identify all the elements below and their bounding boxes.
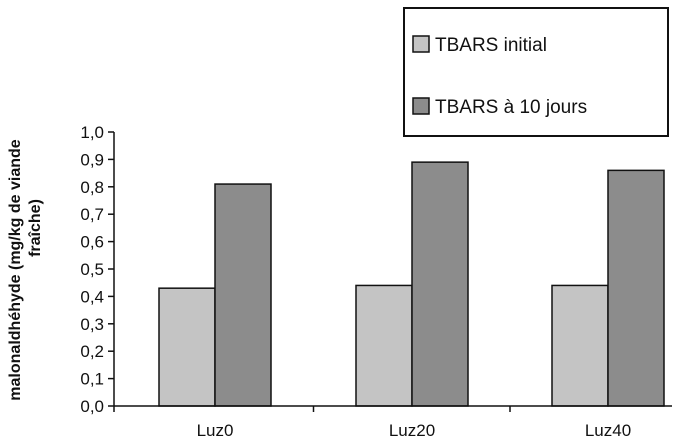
bars [158, 161, 665, 407]
legend-box [403, 7, 669, 137]
y-tick-label: 0,4 [80, 287, 104, 306]
legend-label-10-days: TBARS à 10 jours [435, 97, 587, 118]
y-axis-title: malonaldhéhyde (mg/kg de viande fraîche) [7, 139, 44, 400]
bar-luz20-10-days [411, 161, 469, 407]
legend-swatch-10-days [412, 97, 430, 115]
y-tick-label: 0,3 [80, 315, 104, 334]
x-category-label: Luz0 [197, 421, 234, 440]
bar-luz40-10-days [607, 169, 665, 407]
y-axis-ticks: 0,0 0,1 0,2 0,3 0,4 0,5 0,6 0,7 0,8 0,9 1,0 [80, 123, 114, 416]
bar-luz40-initial [551, 284, 609, 407]
y-tick-label: 0,5 [80, 260, 104, 279]
legend-swatch-initial [412, 35, 430, 53]
legend: TBARS initial TBARS à 10 jours [403, 7, 669, 137]
y-tick-label: 0,6 [80, 233, 104, 252]
y-tick-label: 0,2 [80, 342, 104, 361]
bar-luz20-initial [355, 284, 413, 407]
y-axis-title-line1: malonaldhéhyde (mg/kg de viande [7, 139, 24, 400]
y-tick-label: 0,0 [80, 397, 104, 416]
legend-label-initial: TBARS initial [435, 35, 547, 56]
y-tick-label: 1,0 [80, 123, 104, 142]
x-category-label: Luz20 [389, 421, 435, 440]
bar-luz0-initial [158, 287, 216, 407]
y-tick-label: 0,9 [80, 150, 104, 169]
x-axis-labels: Luz0 Luz20 Luz40 [113, 406, 631, 440]
y-tick-label: 0,7 [80, 205, 104, 224]
x-category-label: Luz40 [585, 421, 631, 440]
y-tick-label: 0,8 [80, 178, 104, 197]
bar-luz0-10-days [214, 183, 272, 407]
y-axis-title-line2: fraîche) [27, 199, 44, 257]
y-tick-label: 0,1 [80, 370, 104, 389]
